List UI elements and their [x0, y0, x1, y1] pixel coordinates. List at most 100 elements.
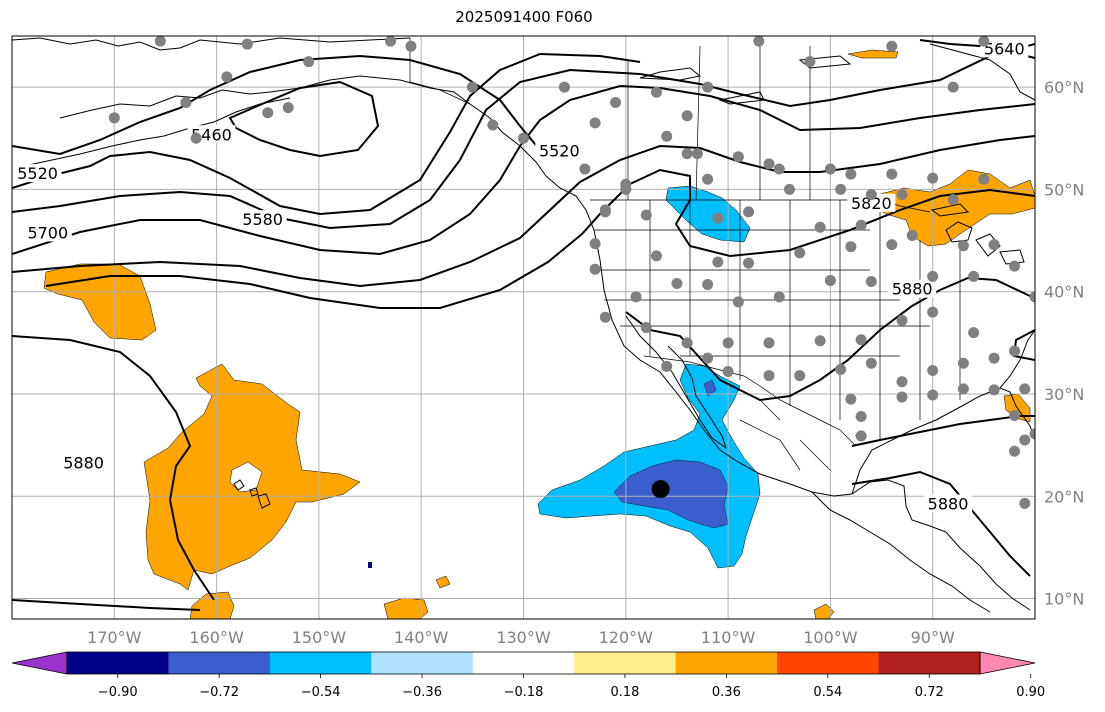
station-dot — [180, 96, 192, 108]
coastlines — [12, 37, 1035, 613]
lon-tick-label: 100°W — [803, 628, 858, 647]
border-mexico-states — [739, 399, 831, 471]
contour-5700 — [12, 84, 1035, 256]
station-dot — [794, 247, 806, 259]
station-markers — [108, 36, 1035, 509]
lon-tick-label: 160°W — [189, 628, 244, 647]
contour-5460 — [228, 80, 380, 158]
station-dot — [927, 172, 939, 184]
coast-aleutians — [23, 97, 291, 167]
coast-central-america-s — [811, 491, 991, 613]
lat-tick-label: 60°N — [1044, 78, 1084, 97]
station-dot — [886, 40, 898, 52]
contour-label-bg — [980, 39, 1029, 58]
colorbar-tick-label: −0.36 — [402, 685, 442, 700]
station-dot — [957, 240, 969, 252]
station-dot — [763, 158, 775, 170]
coast-alaska-south — [59, 75, 547, 177]
station-dot — [702, 81, 714, 93]
colorbar-bin — [675, 652, 778, 674]
colorbar-tick-label: 0.18 — [610, 685, 639, 700]
contour-label-bg — [924, 494, 973, 513]
station-dot — [620, 183, 632, 195]
station-dot — [518, 132, 529, 144]
station-dot — [927, 364, 939, 376]
shade-darkblue-gulf — [703, 379, 717, 397]
map-frame — [11, 35, 1036, 620]
station-dot — [1009, 260, 1021, 272]
colorbar-bin — [67, 652, 169, 674]
station-dot — [661, 130, 673, 142]
lon-tick-label: 120°W — [599, 628, 654, 647]
station-dot — [968, 327, 980, 339]
lon-tick-label: 170°W — [87, 628, 142, 647]
coast-great-lakes — [930, 203, 1025, 265]
station-dot — [589, 238, 601, 250]
station-dot — [732, 296, 744, 308]
border-provinces — [627, 45, 811, 201]
station-dot — [487, 119, 499, 131]
station-dot — [865, 189, 877, 201]
station-dot — [896, 189, 908, 201]
colorbar-bin — [472, 652, 575, 674]
station-dot — [906, 229, 918, 241]
contour-label: 5580 — [242, 210, 283, 229]
station-dot — [927, 389, 939, 401]
station-dot — [221, 71, 233, 83]
colorbar-tick-label: −0.18 — [504, 685, 544, 700]
shade-orange-small1 — [435, 575, 451, 589]
station-dot — [661, 360, 673, 372]
station-dot — [743, 206, 755, 218]
station-dot — [650, 86, 662, 98]
colorbar-bin — [777, 652, 880, 674]
colorbar-bin — [371, 652, 474, 674]
station-dot — [681, 337, 693, 349]
station-dot — [886, 239, 898, 251]
height-contours — [12, 39, 1035, 611]
station-dot — [303, 56, 315, 68]
lat-tick-label: 20°N — [1044, 487, 1084, 506]
contour-label: 5640 — [984, 39, 1025, 58]
shade-orange-hudson — [847, 49, 899, 59]
lon-tick-label: 150°W — [292, 628, 347, 647]
contour-label-bg — [238, 210, 287, 229]
station-dot — [722, 365, 734, 377]
station-dot — [773, 163, 785, 175]
station-dot — [835, 183, 847, 195]
station-dot — [814, 221, 826, 233]
station-dot — [855, 430, 867, 442]
station-dot — [988, 239, 1000, 251]
lat-tick-label: 40°N — [1044, 283, 1084, 302]
lat-tick-label: 50°N — [1044, 180, 1084, 199]
contour-5760 — [12, 135, 1035, 288]
station-dot — [783, 183, 795, 195]
station-dot — [753, 36, 765, 47]
colorbar-tick-label: −0.54 — [301, 685, 341, 700]
contour-label: 5880 — [928, 494, 969, 513]
station-dot — [712, 212, 724, 224]
station-dot — [763, 370, 775, 382]
coast-gulf-mexico — [851, 387, 1035, 495]
shade-blue-dot — [368, 562, 372, 568]
lat-tick-label: 10°N — [1044, 590, 1084, 609]
station-dot — [896, 376, 908, 388]
contour-label: 5640 — [0, 213, 2, 232]
station-dot — [579, 163, 591, 175]
contour-labels: 5460552056405700558058805880582058805640… — [0, 39, 1029, 513]
contour-label: 5880 — [892, 280, 933, 299]
colorbar-bin — [269, 652, 372, 674]
station-dot — [927, 306, 939, 318]
station-dot — [589, 117, 601, 129]
station-dot — [262, 107, 274, 119]
shade-orange-south2 — [383, 597, 429, 619]
colorbar-tick-label: −0.72 — [199, 685, 239, 700]
station-dot — [988, 352, 1000, 364]
station-dot — [466, 81, 478, 93]
coast-alaska-north — [12, 37, 411, 51]
station-dot — [691, 148, 703, 160]
station-dot — [1009, 345, 1021, 357]
station-dot — [814, 335, 826, 347]
station-dot — [385, 36, 397, 47]
colorbar-tick-label: 0.72 — [915, 685, 944, 700]
